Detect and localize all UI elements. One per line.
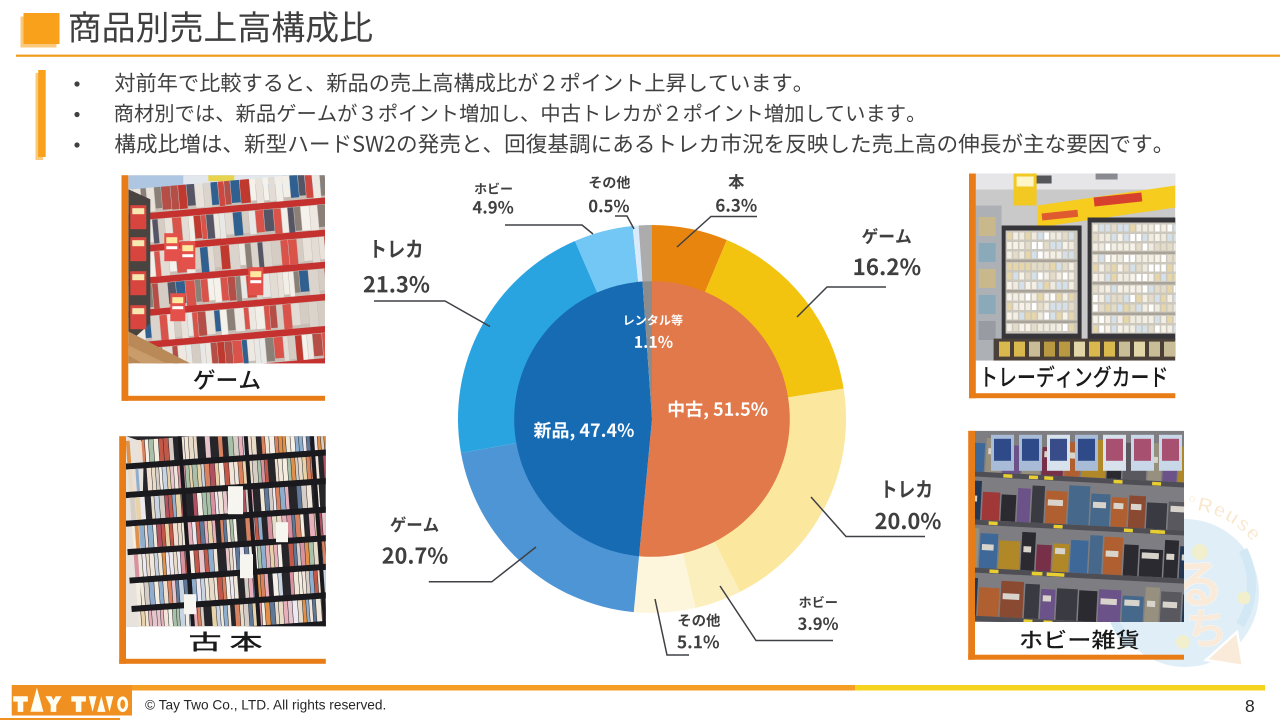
svg-text:© Tay Two Co., LTD. All rights: © Tay Two Co., LTD. All rights reserved.: [145, 698, 386, 713]
svg-text:8: 8: [1245, 696, 1255, 716]
